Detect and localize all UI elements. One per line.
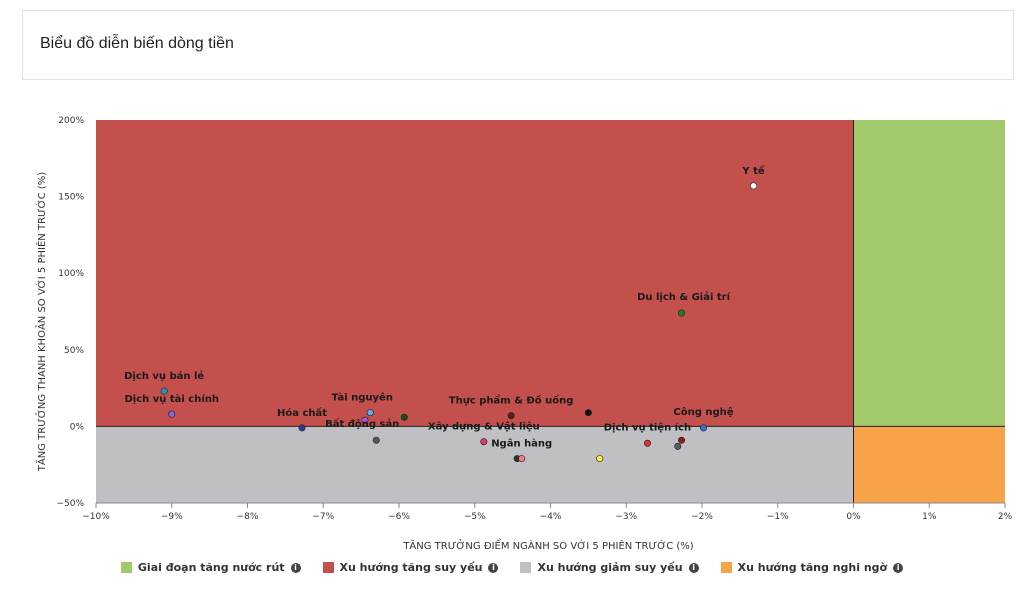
info-icon[interactable]: i bbox=[893, 562, 904, 573]
chart-legend: Giai đoạn tăng nước rút i Xu hướng tăng su… bbox=[0, 561, 1024, 574]
point-label: Xây dựng & Vật liệu bbox=[428, 421, 540, 433]
info-icon[interactable]: i bbox=[290, 562, 301, 573]
x-tick-label: −6% bbox=[388, 512, 410, 522]
legend-label: Giai đoạn tăng nước rút bbox=[137, 561, 285, 574]
scatter-point[interactable] bbox=[400, 413, 408, 421]
quadrant-giai-doan-tang-nuoc-rut bbox=[853, 120, 1005, 427]
point-label: Dịch vụ tài chính bbox=[124, 393, 219, 405]
scatter-point[interactable] bbox=[372, 436, 380, 444]
info-icon[interactable]: i bbox=[488, 562, 499, 573]
scatter-point[interactable] bbox=[750, 182, 758, 190]
quadrant-xu-huong-giam-suy-yeu bbox=[96, 426, 854, 503]
legend-label: Xu hướng giảm suy yếu bbox=[537, 561, 683, 574]
x-tick-label: −3% bbox=[615, 512, 637, 522]
scatter-point[interactable] bbox=[298, 424, 306, 432]
chart-title-box: Biểu đồ diễn biến dòng tiền bbox=[22, 10, 1014, 80]
x-tick-label: −1% bbox=[767, 512, 789, 522]
y-tick-label: −50% bbox=[56, 499, 84, 509]
point-label: Bất động sản bbox=[325, 417, 399, 430]
y-tick-label: 150% bbox=[58, 193, 84, 203]
scatter-point[interactable] bbox=[507, 412, 515, 420]
x-tick-label: −5% bbox=[464, 512, 486, 522]
x-tick-label: −10% bbox=[82, 512, 110, 522]
x-tick-label: −2% bbox=[691, 512, 713, 522]
y-axis-title: TĂNG TRƯỞNG THANH KHOẢN SO VỚI 5 PHIÊN T… bbox=[34, 172, 48, 472]
scatter-point[interactable] bbox=[678, 436, 686, 444]
legend-swatch bbox=[322, 562, 334, 573]
x-tick-label: −4% bbox=[540, 512, 562, 522]
scatter-point[interactable] bbox=[674, 442, 682, 450]
x-tick-label: 1% bbox=[922, 512, 937, 522]
quadrant-xu-huong-tang-nghi-ngo bbox=[853, 426, 1005, 503]
point-label: Du lịch & Giải trí bbox=[637, 291, 730, 303]
y-tick-label: 50% bbox=[64, 346, 84, 356]
legend-swatch bbox=[720, 562, 732, 573]
info-icon[interactable]: i bbox=[688, 562, 699, 573]
legend-swatch bbox=[120, 562, 132, 573]
scatter-point[interactable] bbox=[480, 438, 488, 446]
scatter-point[interactable] bbox=[643, 439, 651, 447]
scatter-point[interactable] bbox=[361, 416, 369, 424]
point-label: Hóa chất bbox=[277, 406, 327, 419]
legend-label: Xu hướng tăng nghi ngờ bbox=[737, 561, 888, 574]
point-label: Dịch vụ tiện ích bbox=[604, 421, 691, 433]
x-tick-label: 0% bbox=[846, 512, 861, 522]
legend-label: Xu hướng tăng suy yếu bbox=[339, 561, 483, 574]
point-label: Y tế bbox=[741, 164, 765, 177]
legend-item[interactable]: Xu hướng tăng suy yếu i bbox=[322, 561, 499, 574]
legend-swatch bbox=[520, 562, 532, 573]
x-axis-title: TĂNG TRƯỞNG ĐIỂM NGÀNH SO VỚI 5 PHIÊN TR… bbox=[402, 538, 693, 552]
point-label: Ngân hàng bbox=[491, 438, 552, 450]
x-tick-label: 2% bbox=[998, 512, 1013, 522]
point-label: Thực phẩm & Đồ uống bbox=[449, 394, 574, 407]
legend-item[interactable]: Giai đoạn tăng nước rút i bbox=[120, 561, 301, 574]
legend-item[interactable]: Xu hướng giảm suy yếu i bbox=[520, 561, 699, 574]
quadrant-xu-huong-tang-suy-yeu bbox=[96, 120, 854, 427]
point-label: Công nghệ bbox=[673, 406, 733, 418]
scatter-point[interactable] bbox=[678, 309, 686, 317]
money-flow-chart: −10% −9% −8% −7% −6% −5% −4% −3% −2% −1% 0% 1% 2% −50… bbox=[34, 116, 1013, 552]
y-tick-label: 200% bbox=[58, 116, 84, 126]
scatter-point[interactable] bbox=[518, 455, 526, 463]
legend-item[interactable]: Xu hướng tăng nghi ngờ i bbox=[720, 561, 904, 574]
point-label: Dịch vụ bán lẻ bbox=[124, 370, 204, 382]
scatter-point[interactable] bbox=[366, 409, 374, 417]
page-title: Biểu đồ diễn biến dòng tiền bbox=[40, 35, 234, 52]
x-tick-label: −9% bbox=[161, 512, 183, 522]
x-tick-label: −8% bbox=[237, 512, 259, 522]
y-tick-label: 100% bbox=[58, 269, 84, 279]
scatter-point[interactable] bbox=[596, 455, 604, 463]
scatter-point[interactable] bbox=[160, 387, 168, 395]
scatter-point[interactable] bbox=[584, 409, 592, 417]
y-tick-label: 0% bbox=[70, 422, 85, 432]
scatter-point[interactable] bbox=[700, 424, 708, 432]
scatter-point[interactable] bbox=[168, 410, 176, 418]
point-label: Tài nguyên bbox=[331, 392, 393, 404]
x-tick-label: −7% bbox=[312, 512, 334, 522]
